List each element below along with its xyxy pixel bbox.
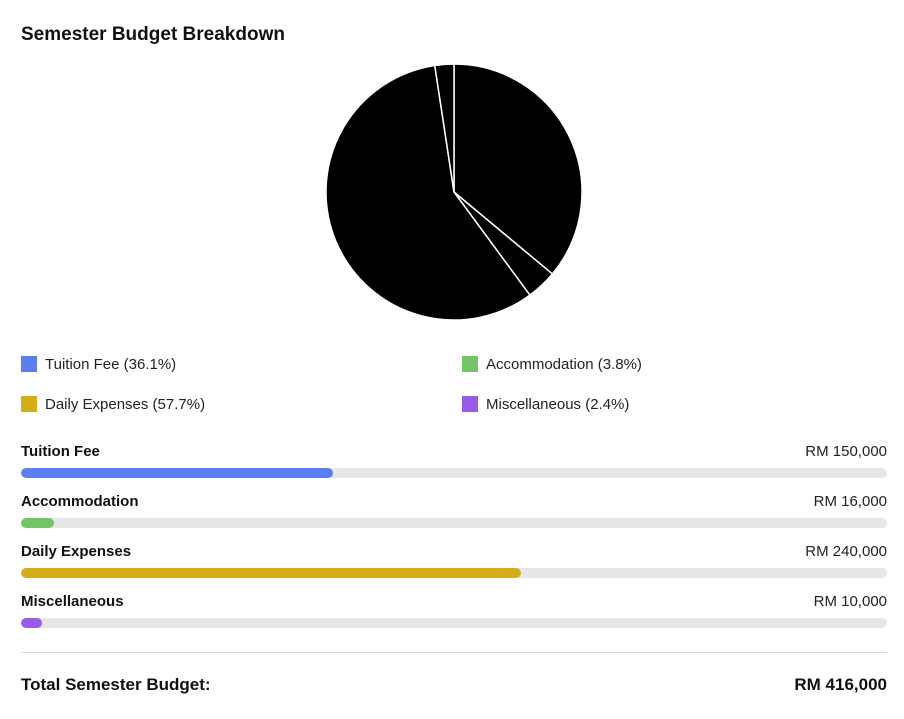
legend-item-accommodation: Accommodation (3.8%): [462, 352, 642, 376]
legend-label-daily-expenses: Daily Expenses (57.7%): [45, 395, 206, 413]
legend-item-daily-expenses: Daily Expenses (57.7%): [21, 392, 205, 416]
legend-item-miscellaneous: Miscellaneous (2.4%): [462, 392, 629, 416]
pie-slice-miscellaneous: [433, 63, 455, 193]
legend-swatch-daily-expenses: [21, 396, 37, 412]
bar-value-accommodation: RM 16,000: [813, 493, 887, 510]
bar-label-accommodation: Accommodation: [21, 493, 139, 510]
legend-swatch-tuition: [21, 356, 37, 372]
legend-label-tuition: Tuition Fee (36.1%): [45, 355, 177, 373]
bar-value-tuition: RM 150,000: [805, 443, 887, 460]
legend-swatch-accommodation: [462, 356, 478, 372]
bar-label-tuition: Tuition Fee: [21, 443, 100, 460]
bar-row-daily-expenses: Daily Expenses RM 240,000: [21, 541, 887, 581]
divider: [21, 652, 887, 653]
bar-value-miscellaneous: RM 10,000: [813, 593, 887, 610]
pie-svg: [325, 63, 583, 321]
legend-label-miscellaneous: Miscellaneous (2.4%): [486, 395, 630, 413]
pie-chart: [325, 63, 583, 321]
bar-row-tuition: Tuition Fee RM 150,000: [21, 441, 887, 481]
bar-label-miscellaneous: Miscellaneous: [21, 593, 124, 610]
bar-fill-accommodation: [21, 518, 55, 528]
bar-fill-tuition: [21, 468, 334, 478]
chart-title: Semester Budget Breakdown: [21, 24, 285, 45]
bar-track-miscellaneous: [21, 618, 887, 628]
bar-fill-daily-expenses: [21, 568, 521, 578]
legend-swatch-miscellaneous: [462, 396, 478, 412]
bar-track-daily-expenses: [21, 568, 887, 578]
legend-item-tuition: Tuition Fee (36.1%): [21, 352, 176, 376]
total-label: Total Semester Budget:: [21, 675, 211, 694]
bar-row-miscellaneous: Miscellaneous RM 10,000: [21, 591, 887, 631]
bar-value-daily-expenses: RM 240,000: [805, 543, 887, 560]
bar-track-accommodation: [21, 518, 887, 528]
bar-row-accommodation: Accommodation RM 16,000: [21, 491, 887, 531]
pie-slice-tuition: [453, 63, 583, 275]
bar-fill-miscellaneous: [21, 618, 42, 628]
total-value: RM 416,000: [794, 675, 887, 694]
legend-label-accommodation: Accommodation (3.8%): [486, 355, 642, 373]
bar-label-daily-expenses: Daily Expenses: [21, 543, 132, 560]
bar-track-tuition: [21, 468, 887, 478]
legend: Tuition Fee (36.1%) Accommodation (3.8%)…: [21, 352, 887, 432]
pie-slice-daily-expenses: [325, 64, 531, 321]
